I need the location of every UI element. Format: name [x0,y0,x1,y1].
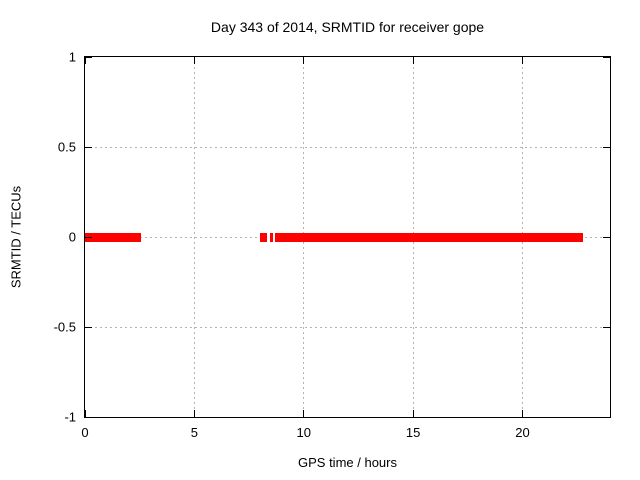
v-gridline [193,57,195,417]
x-tick [84,410,86,417]
x-tick-mirror [522,57,523,64]
data-segment [260,232,267,242]
data-segment [275,232,583,242]
y-tick-mirror [603,56,610,58]
y-tick-mirror [603,416,610,418]
chart-title: Day 343 of 2014, SRMTID for receiver gop… [210,19,485,35]
x-tick-mirror [84,57,86,64]
x-tick [193,410,195,417]
x-tick-label: 5 [190,425,198,440]
y-tick-label: -0.5 [53,319,76,335]
y-tick-label: 1 [68,49,76,65]
y-axis-label: SRMTID / TECUs [8,185,24,289]
x-tick [412,410,414,417]
x-tick [522,410,523,417]
x-tick-label: 10 [296,425,311,440]
x-tick-mirror [412,57,414,64]
data-segment [269,232,274,242]
x-tick-label: 15 [405,425,421,440]
x-tick-label: 20 [515,425,530,440]
x-axis-label: GPS time / hours [298,455,397,470]
y-tick [85,326,92,328]
y-tick-label: 0.5 [57,139,76,155]
y-tick [85,146,92,148]
y-tick [85,416,92,418]
x-tick-label: 0 [81,425,89,440]
data-segment [85,232,141,242]
x-tick-mirror [303,57,305,64]
y-tick-mirror [603,326,610,328]
h-gridline [85,146,610,148]
y-tick-label: -1 [64,409,76,425]
plot-area: -1 -0.5 0 0.5 1 0 5 10 15 20 [54,50,611,440]
h-gridline [85,326,610,328]
y-tick [85,56,92,58]
y-tick-label: 0 [68,229,76,245]
x-tick-mirror [193,57,195,64]
y-tick-mirror [603,236,610,238]
x-tick [303,410,305,417]
y-tick-mirror [603,146,610,148]
y-tick [85,236,92,238]
